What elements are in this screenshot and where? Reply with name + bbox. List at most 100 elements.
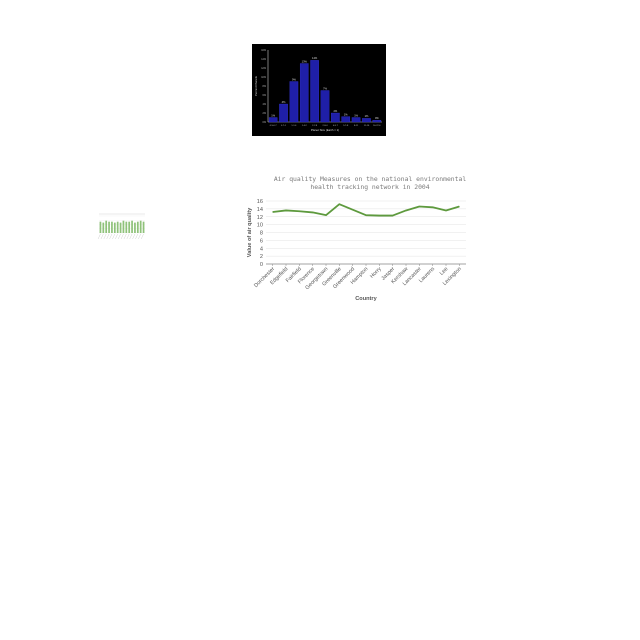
thumbnail-bar-chart xyxy=(93,211,147,241)
thumb-bar xyxy=(99,221,102,233)
thumb-tick-mark xyxy=(118,233,121,240)
data-point xyxy=(365,214,367,216)
y-tick-label: 2 xyxy=(260,254,263,260)
thumb-bar xyxy=(125,221,128,233)
chart-title-line-2: health tracking network in 2004 xyxy=(310,183,429,191)
bar-data-label: 4% xyxy=(282,100,286,104)
thumb-tick-mark xyxy=(123,233,127,240)
thumb-bar xyxy=(113,222,116,233)
histogram-bar xyxy=(372,120,382,123)
thumb-tick-mark xyxy=(103,233,107,240)
thumb-tick-mark xyxy=(126,233,130,240)
histogram-bar xyxy=(289,81,299,123)
x-tick-label: 2.8-4 xyxy=(323,125,329,127)
air-quality-line-chart: Air quality Measures on the national env… xyxy=(244,172,474,306)
y-tick-label: 12% xyxy=(261,67,267,70)
data-point xyxy=(338,203,340,205)
y-tick-label: 4 xyxy=(260,246,263,252)
histogram-bar xyxy=(299,63,309,123)
data-point xyxy=(378,215,380,216)
data-point xyxy=(432,206,434,208)
thumb-bar xyxy=(136,221,139,233)
thumb-bar xyxy=(105,220,108,233)
thumb-tick-mark xyxy=(135,233,138,240)
bar-data-label: 1% xyxy=(354,113,358,117)
data-point xyxy=(325,214,327,216)
thumb-bar xyxy=(111,221,113,233)
y-tick-label: 2% xyxy=(263,112,267,115)
data-point xyxy=(285,210,287,211)
thumb-tick-mark xyxy=(138,233,141,240)
x-tick-label: 1-1.4 xyxy=(291,125,297,127)
bar-data-label: 14% xyxy=(312,56,318,60)
histogram-bar xyxy=(268,117,278,123)
y-tick-label: 12 xyxy=(257,215,263,221)
thumb-tick-mark xyxy=(100,233,104,240)
y-tick-label: 8% xyxy=(263,85,267,88)
bar-data-label: 1% xyxy=(271,113,275,117)
thumb-bar xyxy=(139,220,142,233)
thumb-tick-mark xyxy=(141,233,144,240)
histogram-bar xyxy=(279,103,288,123)
bar-data-label: 9% xyxy=(292,77,296,81)
y-axis-title: Value of air quality xyxy=(247,207,253,257)
bar-data-label: 1% xyxy=(365,114,369,118)
thumb-bar xyxy=(116,221,119,233)
thumb-bar xyxy=(108,221,110,233)
bar-data-label: 13% xyxy=(302,59,308,63)
x-tick-label: 5.7-8 xyxy=(343,125,349,127)
thumb-bar xyxy=(134,222,136,233)
thumb-tick-mark xyxy=(129,233,133,240)
x-tick-label: 0.7-1 xyxy=(281,125,287,127)
planet-size-histogram: 0% 2% 4% 6% 8% 10% 12% 14% 16% 1% 0.5-0.7 4% 0.7-1 9%… xyxy=(252,44,386,136)
histogram-bar xyxy=(351,117,361,123)
data-point xyxy=(392,215,394,216)
x-tick-label: 1.4-2 xyxy=(302,125,308,127)
bar-data-label: 7% xyxy=(323,86,327,90)
data-point xyxy=(458,206,460,207)
histogram-bar xyxy=(320,90,330,123)
y-tick-label: 10 xyxy=(257,223,263,229)
data-point xyxy=(418,206,420,207)
chart-title-line-1: Air quality Measures on the national env… xyxy=(274,175,467,183)
y-tick-label: 6 xyxy=(260,238,263,244)
thumb-bar xyxy=(142,221,145,233)
thumb-tick-mark xyxy=(106,233,110,240)
y-tick-label: 16% xyxy=(261,49,267,52)
x-axis-title: Planet Size (Earth = 1) xyxy=(311,128,339,132)
x-tick-label: 2-2.8 xyxy=(312,125,318,127)
thumb-tick-mark xyxy=(132,233,136,240)
y-tick-label: 0 xyxy=(260,262,263,268)
data-point xyxy=(272,211,274,213)
data-point xyxy=(298,210,300,212)
thumb-tick-mark xyxy=(109,233,113,240)
thumb-bar xyxy=(119,222,122,233)
thumb-bar xyxy=(122,220,125,233)
thumbnail-svg xyxy=(97,213,145,240)
y-tick-label: 16 xyxy=(257,199,263,205)
data-point xyxy=(352,209,354,211)
thumb-bar xyxy=(102,222,105,233)
x-tick-label: 16-22.6 xyxy=(373,125,381,127)
data-point xyxy=(405,210,407,211)
x-tick-label: 11-16 xyxy=(364,125,370,127)
y-tick-label: 14 xyxy=(257,207,263,213)
thumb-tick-mark xyxy=(120,233,124,240)
thumb-bar xyxy=(131,220,133,233)
x-tick-label: 8-11 xyxy=(354,125,359,127)
data-point xyxy=(312,212,314,213)
thumb-bar xyxy=(128,221,131,233)
thumb-tick-mark xyxy=(97,233,101,240)
histogram-svg: 0% 2% 4% 6% 8% 10% 12% 14% 16% 1% 0.5-0.7 4% 0.7-1 9%… xyxy=(254,49,382,132)
bar-data-label: 2% xyxy=(333,109,337,113)
histogram-bar xyxy=(362,118,371,123)
x-tick-label: 0.5-0.7 xyxy=(270,125,278,127)
thumb-tick-mark xyxy=(115,233,118,240)
x-axis-title: Country xyxy=(355,296,377,302)
y-axis-title: Percent Planets xyxy=(254,76,258,96)
histogram-bar xyxy=(310,60,319,123)
histogram-bar xyxy=(341,116,351,123)
x-tick-label: 4-5.7 xyxy=(333,125,339,127)
line-chart-svg: Air quality Measures on the national env… xyxy=(247,175,467,302)
bar-data-label: 0% xyxy=(375,116,379,120)
